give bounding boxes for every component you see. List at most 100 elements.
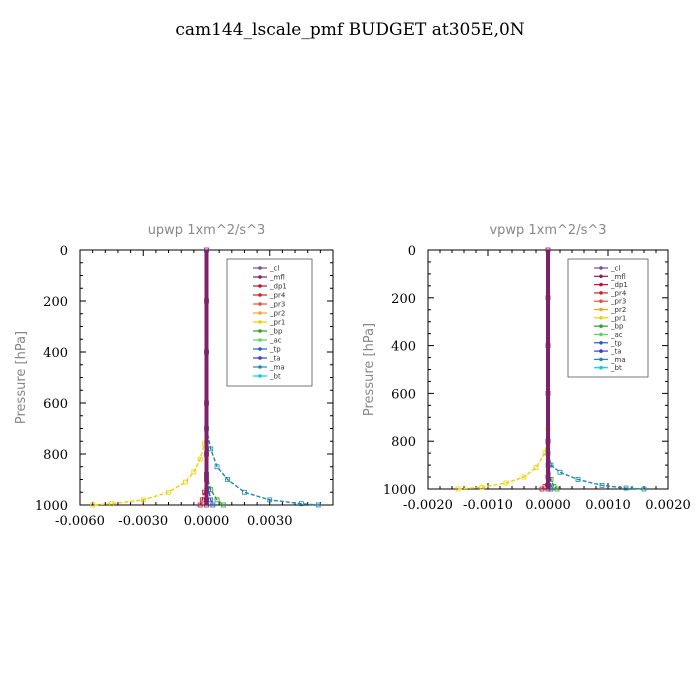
legend-marker (599, 349, 603, 353)
legend-marker (258, 311, 262, 315)
legend-label: _tp (269, 346, 281, 354)
data-point (204, 502, 209, 508)
legend-marker (258, 284, 262, 288)
legend-marker (258, 365, 262, 369)
x-tick-label: -0.0010 (463, 498, 513, 513)
y-tick-label: 1000 (35, 499, 68, 514)
legend-marker (599, 307, 603, 312)
y-tick-label: 0 (408, 244, 416, 259)
x-tick-label: 0.0010 (585, 498, 631, 513)
data-point (204, 451, 209, 457)
legend-marker (599, 357, 603, 362)
data-point (545, 390, 551, 396)
panel-title: vpwp 1xm^2/s^3 (489, 223, 606, 238)
data-point (554, 486, 560, 492)
data-point (199, 497, 205, 503)
legend-label: _ac (610, 331, 623, 339)
data-point (545, 343, 551, 349)
chart-panel-2: vpwp 1xm^2/s^3 Pressure [hPa] 0 200 400 600 80… (362, 223, 691, 513)
y-tick-label: 200 (43, 295, 68, 310)
legend-marker (258, 275, 262, 279)
data-point (140, 497, 146, 503)
legend-box (226, 258, 313, 387)
x-tick-label: -0.0030 (118, 514, 168, 529)
data-point (557, 469, 563, 475)
legend-label: _pr4 (269, 292, 286, 300)
legend-label: _pr2 (269, 310, 285, 318)
page-title: cam144_lscale_pmf BUDGET at305E,0N (175, 20, 525, 40)
legend-label: _pr2 (610, 306, 626, 314)
legend-marker (599, 316, 603, 320)
data-point (315, 502, 321, 508)
legend-marker (599, 274, 603, 279)
x-tick-label: 0.0000 (525, 498, 571, 513)
legend-marker (258, 329, 262, 333)
data-point (298, 501, 304, 507)
y-tick-label: 800 (391, 435, 416, 450)
data-point (191, 469, 197, 475)
data-point (623, 485, 629, 491)
data-point (214, 464, 220, 470)
series-line-ma (205, 428, 319, 506)
x-tick-label: -0.0060 (55, 514, 105, 529)
series-line-pr1 (92, 428, 208, 506)
y-tick-label: 600 (43, 397, 68, 412)
legend-label: _cl (610, 265, 620, 273)
legend-label: _cl (269, 265, 279, 273)
data-point (533, 465, 539, 470)
data-point (545, 486, 551, 492)
data-point (204, 247, 209, 253)
legend-label: _tp (610, 339, 622, 347)
y-tick-label: 200 (391, 292, 416, 307)
legend-label: _pr3 (269, 301, 285, 309)
legend-marker (599, 340, 603, 345)
legend-label: _pr4 (610, 289, 627, 297)
data-point (641, 486, 647, 492)
legend-marker (599, 365, 603, 370)
legend-marker (599, 266, 603, 270)
legend-marker (258, 356, 262, 360)
data-point (503, 480, 509, 486)
y-tick-label: 400 (43, 346, 68, 361)
data-point (521, 474, 527, 480)
legend-label: _ta (610, 348, 622, 356)
legend-marker (258, 302, 262, 306)
data-point (210, 502, 216, 508)
panel-title: upwp 1xm^2/s^3 (148, 223, 266, 238)
data-point (183, 479, 188, 485)
y-tick-label: 800 (43, 448, 68, 463)
data-point (545, 438, 551, 444)
data-point (242, 489, 247, 495)
legend-marker (599, 282, 603, 287)
legend-label: _bp (610, 323, 624, 331)
data-point (197, 502, 203, 508)
data-point (267, 497, 273, 503)
data-point (208, 446, 214, 452)
data-point (455, 486, 461, 492)
data-point (109, 501, 115, 507)
legend-marker (258, 320, 262, 324)
legend-label: _bt (610, 364, 622, 372)
x-tick-label: -0.0020 (403, 498, 453, 513)
legend-label: _pr1 (269, 319, 285, 327)
y-tick-label: 400 (391, 340, 416, 355)
data-point (204, 349, 209, 355)
legend-label: _ac (269, 337, 282, 345)
legend-marker (599, 291, 603, 295)
data-point (599, 483, 605, 488)
data-point (204, 400, 209, 406)
legend-label: _dp1 (610, 281, 628, 289)
legend-marker (258, 293, 262, 297)
chart-panel-1: upwp 1xm^2/s^3 Pressure [hPa] 0 200 400 600 80… (14, 223, 334, 529)
legend-marker (599, 332, 603, 337)
legend-label: _pr3 (610, 298, 626, 306)
legend-label: _ma (269, 364, 285, 372)
legend-label: _pr1 (610, 314, 626, 322)
legend-label: _mfl (610, 273, 626, 281)
series-line-bp (205, 474, 224, 506)
legend-label: _ma (610, 356, 626, 364)
legend-marker (599, 324, 603, 328)
data-point (545, 295, 551, 301)
data-point (90, 502, 96, 508)
y-axis-label: Pressure [hPa] (14, 331, 29, 424)
